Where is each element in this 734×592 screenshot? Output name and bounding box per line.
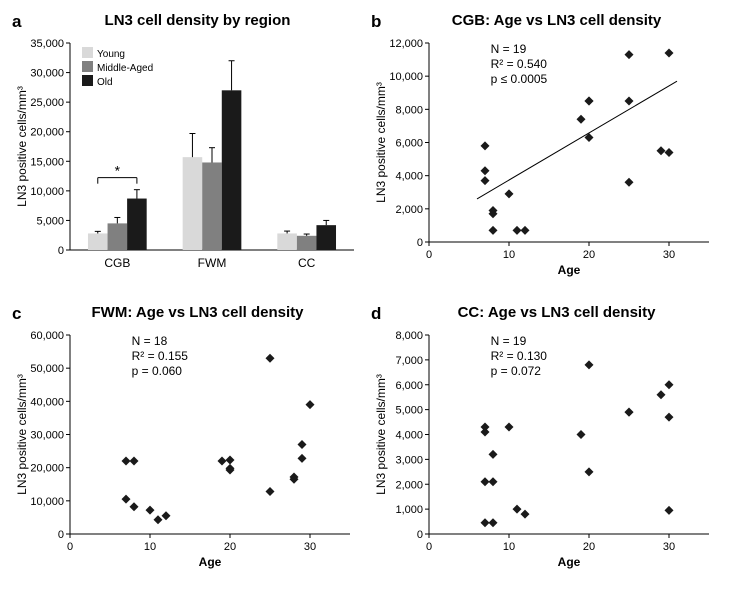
svg-text:20,000: 20,000 — [30, 463, 64, 475]
svg-text:CC: CC — [298, 256, 316, 270]
svg-text:20: 20 — [583, 541, 595, 553]
svg-text:R² = 0.540: R² = 0.540 — [491, 57, 548, 71]
svg-text:N = 18: N = 18 — [132, 334, 168, 348]
svg-text:8,000: 8,000 — [395, 104, 423, 116]
svg-text:0: 0 — [67, 541, 73, 553]
svg-text:Young: Young — [97, 49, 125, 60]
svg-text:8,000: 8,000 — [395, 330, 423, 342]
svg-text:1,000: 1,000 — [395, 504, 423, 516]
svg-text:12,000: 12,000 — [389, 38, 423, 50]
svg-text:*: * — [115, 163, 121, 179]
panel-title-b: CGB: Age vs LN3 cell density — [371, 12, 722, 29]
panel-title-c: FWM: Age vs LN3 cell density — [12, 304, 363, 321]
svg-text:N = 19: N = 19 — [491, 42, 527, 56]
svg-text:30: 30 — [304, 541, 316, 553]
panel-letter-a: a — [12, 12, 21, 32]
svg-text:LN3 positive cells/mm³: LN3 positive cells/mm³ — [15, 374, 29, 495]
panel-title-a: LN3 cell density by region — [12, 12, 363, 29]
panel-a: a LN3 cell density by region 0 5,000 10,00… — [12, 12, 363, 288]
svg-text:Old: Old — [97, 77, 113, 88]
panel-d: d CC: Age vs LN3 cell density 0 1,000 2,00… — [371, 304, 722, 580]
svg-text:0: 0 — [417, 529, 423, 541]
svg-text:Age: Age — [199, 555, 222, 569]
svg-text:LN3 positive cells/mm³: LN3 positive cells/mm³ — [374, 82, 388, 203]
svg-text:FWM: FWM — [198, 256, 227, 270]
panel-title-d: CC: Age vs LN3 cell density — [371, 304, 722, 321]
svg-text:5,000: 5,000 — [395, 405, 423, 417]
svg-text:LN3 positive cells/mm³: LN3 positive cells/mm³ — [374, 374, 388, 495]
panel-letter-d: d — [371, 304, 381, 324]
svg-text:25,000: 25,000 — [30, 97, 64, 109]
svg-text:20,000: 20,000 — [30, 127, 64, 139]
svg-text:20: 20 — [583, 249, 595, 261]
svg-text:10,000: 10,000 — [30, 496, 64, 508]
svg-text:30: 30 — [663, 249, 675, 261]
svg-text:0: 0 — [58, 529, 64, 541]
svg-text:10,000: 10,000 — [30, 186, 64, 198]
svg-text:2,000: 2,000 — [395, 204, 423, 216]
svg-text:10: 10 — [503, 249, 515, 261]
svg-text:0: 0 — [426, 249, 432, 261]
svg-text:6,000: 6,000 — [395, 380, 423, 392]
svg-text:Middle-Aged: Middle-Aged — [97, 63, 153, 74]
svg-text:Age: Age — [558, 263, 581, 277]
svg-text:4,000: 4,000 — [395, 430, 423, 442]
svg-text:R² = 0.130: R² = 0.130 — [491, 349, 548, 363]
panel-letter-b: b — [371, 12, 381, 32]
svg-text:60,000: 60,000 — [30, 330, 64, 342]
svg-text:2,000: 2,000 — [395, 479, 423, 491]
svg-text:0: 0 — [426, 541, 432, 553]
svg-text:Age: Age — [558, 555, 581, 569]
svg-text:7,000: 7,000 — [395, 355, 423, 367]
svg-text:5,000: 5,000 — [36, 215, 64, 227]
svg-text:0: 0 — [58, 245, 64, 257]
bar-chart-a: 0 5,000 10,000 15,000 20,000 25,000 30,000 35,0… — [12, 33, 362, 278]
svg-text:40,000: 40,000 — [30, 396, 64, 408]
svg-text:CGB: CGB — [104, 256, 130, 270]
svg-text:50,000: 50,000 — [30, 363, 64, 375]
scatter-chart-b: 0 2,000 4,000 6,000 8,000 10,000 12,000 0 10 20 30… — [371, 33, 721, 278]
svg-text:35,000: 35,000 — [30, 38, 64, 50]
svg-text:N = 19: N = 19 — [491, 334, 527, 348]
svg-text:R² = 0.155: R² = 0.155 — [132, 349, 189, 363]
scatter-chart-d: 0 1,000 2,000 3,000 4,000 5,000 6,000 7,000 8,00… — [371, 325, 721, 570]
svg-text:30,000: 30,000 — [30, 430, 64, 442]
svg-text:4,000: 4,000 — [395, 171, 423, 183]
svg-text:LN3 positive cells/mm³: LN3 positive cells/mm³ — [15, 86, 29, 207]
svg-text:30: 30 — [663, 541, 675, 553]
svg-text:20: 20 — [224, 541, 236, 553]
svg-text:3,000: 3,000 — [395, 454, 423, 466]
panel-b: b CGB: Age vs LN3 cell density 0 2,000 4,0… — [371, 12, 722, 288]
svg-text:p ≤ 0.0005: p ≤ 0.0005 — [491, 72, 548, 86]
svg-text:30,000: 30,000 — [30, 68, 64, 80]
svg-text:0: 0 — [417, 237, 423, 249]
svg-text:15,000: 15,000 — [30, 156, 64, 168]
svg-text:6,000: 6,000 — [395, 138, 423, 150]
svg-text:10: 10 — [503, 541, 515, 553]
svg-text:10,000: 10,000 — [389, 71, 423, 83]
svg-text:p = 0.072: p = 0.072 — [491, 364, 542, 378]
svg-text:10: 10 — [144, 541, 156, 553]
scatter-chart-c: 0 10,000 20,000 30,000 40,000 50,000 60,000 0 10… — [12, 325, 362, 570]
svg-text:p = 0.060: p = 0.060 — [132, 364, 183, 378]
panel-c: c FWM: Age vs LN3 cell density 0 10,000 20… — [12, 304, 363, 580]
panel-letter-c: c — [12, 304, 21, 324]
